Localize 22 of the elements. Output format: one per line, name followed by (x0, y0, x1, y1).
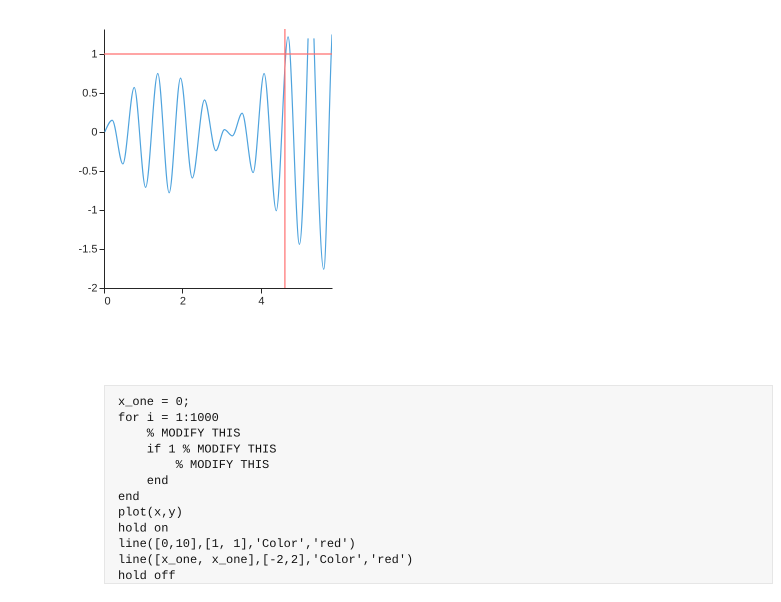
text: line([0,10],[1, 1],'Color','red') (118, 537, 356, 552)
y-tick-label: -1.5 (78, 243, 98, 256)
text: if 1 % MODIFY THIS (146, 442, 276, 456)
y-tick-label: -2 (88, 282, 98, 294)
x-tick-label: 0 (104, 296, 111, 308)
y-tick-label: 0.5 (82, 87, 98, 100)
text: hold off (118, 568, 176, 583)
text: x_one = 0; (118, 395, 190, 409)
y-tick-label: -0.5 (78, 165, 98, 178)
text: plot(x,y) (118, 506, 183, 520)
text: hold on (118, 521, 168, 536)
text: end (146, 474, 168, 488)
y-tick-label: -1 (88, 204, 98, 216)
x-tick-label: 4 (258, 296, 265, 308)
y-tick-label: 0 (91, 126, 98, 138)
text: for i = 1:1000 (118, 410, 219, 425)
text: line([x_one, x_one],[-2,2],'Color','red') (118, 553, 414, 567)
text: % MODIFY THIS (146, 426, 240, 441)
text: % MODIFY THIS (176, 458, 270, 472)
y-tick-label: 1 (91, 48, 98, 60)
text: end (118, 490, 140, 504)
x-tick-label: 2 (180, 296, 186, 308)
